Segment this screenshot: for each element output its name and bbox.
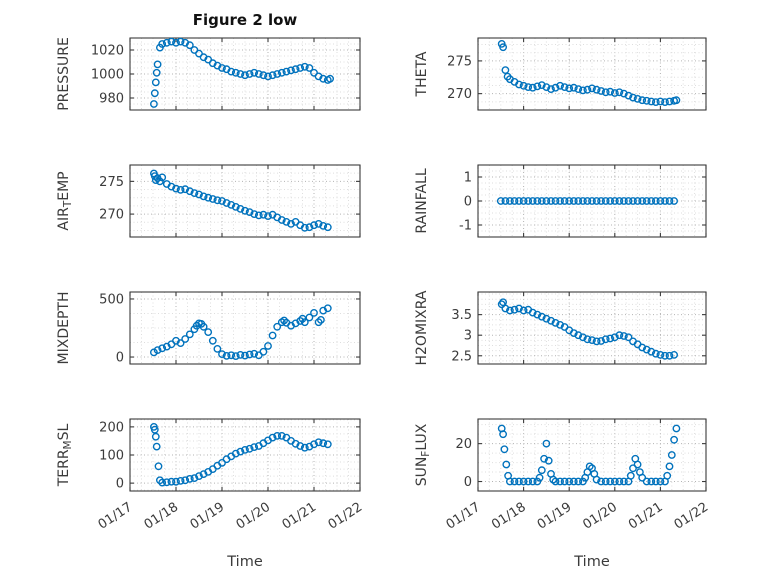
subplot-rainfall: -1 0 1 RAINFALL <box>414 164 707 238</box>
x-tick-label: 01/17 <box>96 500 136 533</box>
time-axis-label-right: Time <box>573 554 610 570</box>
y-tick-label: 0 <box>464 475 472 490</box>
y-tick-label: 500 <box>99 292 124 307</box>
tick-marks <box>477 419 707 491</box>
scatter-series <box>497 40 681 107</box>
x-tick-label: 01/21 <box>626 500 666 533</box>
y-tick-label: 275 <box>447 54 472 69</box>
x-tick-label: 01/17 <box>444 500 484 533</box>
scatter-series <box>149 422 332 487</box>
grid-lines <box>130 419 360 491</box>
subplot-terr-msl: 0 100 200 01/17 01/18 01/19 01/20 01/21 01/22 TER… <box>56 418 366 533</box>
scatter-series <box>149 37 334 108</box>
x-tick-label: 01/22 <box>672 500 712 533</box>
time-axis-label-left: Time <box>226 554 263 570</box>
axes-box <box>129 164 361 238</box>
x-tick-label: 01/18 <box>142 500 182 533</box>
subplot-pressure: 980 1000 1020 PRESSURE <box>56 37 361 111</box>
scatter-series <box>497 298 678 360</box>
scatter-series <box>497 424 681 486</box>
y-axis-label: PRESSURE <box>56 37 72 111</box>
y-axis-label: TERRMSL <box>56 423 74 487</box>
y-tick-label: 1020 <box>91 44 124 59</box>
tick-marks <box>129 165 361 237</box>
x-tick-label: 01/22 <box>326 500 366 533</box>
tick-marks <box>477 292 707 364</box>
scatter-series <box>149 169 332 232</box>
y-tick-label: 270 <box>99 208 124 223</box>
grid-lines <box>130 38 360 110</box>
x-tick-label: 01/18 <box>489 500 529 533</box>
y-tick-label: 0 <box>116 351 124 366</box>
y-axis-label: H2OMIXRA <box>414 290 430 365</box>
y-tick-label: 275 <box>99 175 124 190</box>
y-tick-label: 1000 <box>91 68 124 83</box>
y-tick-label: 3.5 <box>451 308 472 323</box>
y-tick-label: 0 <box>116 477 124 492</box>
y-tick-label: 2.5 <box>451 349 472 364</box>
y-tick-label: 1 <box>464 171 472 186</box>
y-axis-label: RAINFALL <box>414 168 430 233</box>
x-tick-label: 01/19 <box>535 500 575 533</box>
grid-lines <box>130 165 360 237</box>
figure-title: Figure 2 low <box>193 11 298 29</box>
subplot-sun-flux: 0 20 01/17 01/18 01/19 01/20 01/21 01/22 SUNFLUX <box>414 418 712 533</box>
subplot-theta: 270 275 THETA <box>414 37 707 111</box>
subplot-mixdepth: 0 500 MIXDEPTH <box>56 291 361 366</box>
scatter-series <box>496 197 678 205</box>
y-tick-label: 100 <box>99 449 124 464</box>
axes-box <box>129 291 361 365</box>
subplot-air-temp: 270 275 AIRTEMP <box>56 164 361 238</box>
y-axis-label: AIRTEMP <box>56 171 74 230</box>
y-tick-label: 270 <box>447 87 472 102</box>
y-tick-label: 980 <box>99 92 124 107</box>
x-tick-label: 01/20 <box>580 500 620 533</box>
y-axis-label: THETA <box>414 51 430 97</box>
tick-marks <box>129 419 361 491</box>
y-axis-label: SUNFLUX <box>414 423 432 486</box>
grid-lines <box>478 292 706 364</box>
y-tick-label: 0 <box>464 195 472 210</box>
x-tick-label: 01/20 <box>234 500 274 533</box>
grid-lines <box>130 292 360 364</box>
grid-lines <box>478 165 706 237</box>
axes-box <box>477 291 707 365</box>
subplot-h2omixra: 2.5 3 3.5 H2OMIXRA <box>414 290 707 366</box>
tick-marks <box>129 292 361 364</box>
tick-marks <box>477 165 707 237</box>
x-tick-label: 01/21 <box>280 500 320 533</box>
y-tick-label: 3 <box>464 329 472 344</box>
y-tick-label: -1 <box>459 219 472 234</box>
y-tick-label: 200 <box>99 420 124 435</box>
x-tick-label: 01/19 <box>188 500 228 533</box>
y-tick-label: 20 <box>455 437 472 452</box>
scatter-series <box>149 304 332 360</box>
y-axis-label: MIXDEPTH <box>56 292 72 365</box>
tick-marks <box>477 38 707 110</box>
axes-box <box>477 418 707 492</box>
axes-box <box>477 37 707 111</box>
